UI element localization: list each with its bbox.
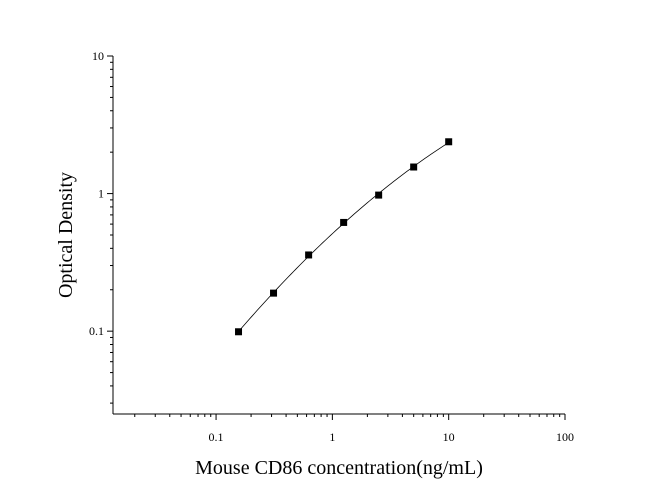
- data-point: [305, 251, 313, 259]
- x-tick-label: 1: [329, 430, 335, 444]
- data-point: [235, 328, 243, 336]
- y-tick-label: 0.1: [89, 324, 104, 338]
- y-tick-label: 10: [92, 49, 104, 63]
- data-points: [235, 138, 453, 336]
- fit-curve-group: [238, 142, 449, 332]
- axes: [112, 56, 565, 415]
- tick-labels: 0.1 1 10 100 0.1 1 10: [89, 49, 574, 444]
- y-axis-title: Optical Density: [55, 172, 77, 298]
- data-point: [445, 138, 453, 146]
- data-point: [340, 218, 348, 226]
- x-axis-title: Mouse CD86 concentration(ng/mL): [195, 457, 483, 479]
- data-point: [375, 191, 383, 199]
- data-point: [410, 163, 418, 171]
- x-tick-label: 10: [443, 430, 455, 444]
- x-tick-label: 100: [556, 430, 574, 444]
- data-point: [270, 289, 278, 297]
- ticks: [107, 55, 566, 420]
- x-tick-label: 0.1: [209, 430, 224, 444]
- y-tick-label: 1: [98, 187, 104, 201]
- fit-curve: [238, 142, 449, 332]
